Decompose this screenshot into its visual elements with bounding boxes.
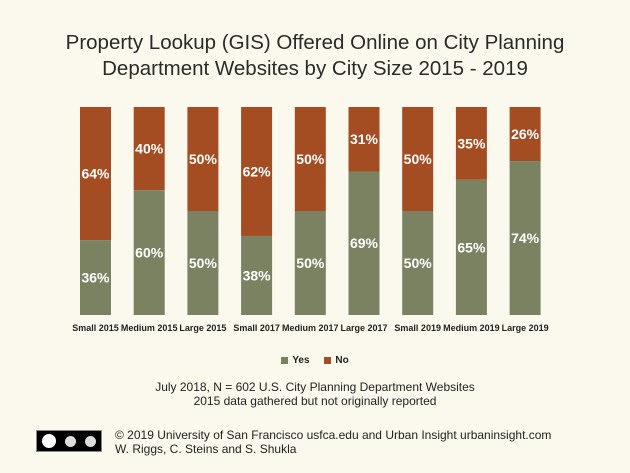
data-note-line1: July 2018, N = 602 U.S. City Planning De… [155,380,475,394]
bar-no-8 [509,107,541,162]
bar-no-4 [294,107,326,211]
legend-swatch-no [324,357,332,364]
data-label-no-6: 50% [404,151,433,167]
data-label-yes-4: 50% [296,255,325,271]
x-tick-label-5: Large 2017 [340,323,387,333]
bar-yes-5 [348,171,380,315]
bar-yes-2 [187,211,219,315]
legend: Yes No [0,355,630,367]
bar-no-0 [80,107,111,241]
x-tick-label-3: Small 2017 [233,323,280,333]
legend-item-yes: Yes [281,355,310,366]
bar-no-1 [133,107,165,191]
stacked-bar-chart: 36% 64% Small 2015 60% 40% Medium 2015 50% 50% L… [72,107,549,333]
data-note: July 2018, N = 602 U.S. City Planning De… [0,380,630,408]
legend-label-yes: Yes [292,355,310,366]
data-label-no-8: 26% [511,126,540,142]
data-label-no-3: 62% [243,163,272,179]
data-note-line2: 2015 data gathered but not originally re… [193,394,437,408]
bar-yes-8 [509,161,541,315]
data-label-yes-1: 60% [135,245,164,261]
x-tick-label-6: Small 2019 [394,323,441,333]
data-label-no-1: 40% [135,141,164,157]
legend-item-no: No [324,355,349,366]
legend-swatch-yes [281,357,289,364]
data-label-no-2: 50% [189,151,218,167]
bar-no-2 [187,107,219,211]
x-tick-label-2: Large 2015 [179,323,226,333]
data-label-yes-8: 74% [511,230,540,246]
data-label-yes-3: 38% [243,267,272,283]
data-label-yes-7: 65% [457,239,486,255]
footer-authors: W. Riggs, C. Steins and S. Shukla [115,442,297,456]
bar-yes-1 [133,190,165,315]
x-tick-label-4: Medium 2017 [282,323,339,333]
bar-yes-6 [402,211,434,315]
chart-title-line1: Property Lookup (GIS) Offered Online on … [65,31,565,54]
data-label-yes-0: 36% [81,270,110,286]
bar-yes-0 [80,240,111,315]
x-tick-label-0: Small 2015 [72,323,119,333]
chart-title: Property Lookup (GIS) Offered Online on … [0,30,630,82]
data-label-yes-2: 50% [189,255,218,271]
data-label-no-7: 35% [457,135,486,151]
bar-no-6 [402,107,434,211]
bar-yes-4 [294,211,326,315]
legend-label-no: No [335,355,349,366]
bar-no-5 [348,107,380,172]
data-label-no-0: 64% [81,166,110,182]
bar-yes-3 [241,235,273,315]
chart-title-line2: Department Websites by City Size 2015 - … [102,57,528,80]
x-tick-label-8: Large 2019 [502,323,549,333]
bar-no-3 [241,107,273,236]
bar-yes-7 [455,179,487,315]
bar-no-7 [455,107,487,180]
data-label-no-4: 50% [296,151,325,167]
data-label-no-5: 31% [350,131,379,147]
footer: © 2019 University of San Francisco usfca… [115,428,615,456]
footer-copyright: © 2019 University of San Francisco usfca… [115,428,552,442]
creative-commons-by-sa-icon [36,430,102,452]
data-label-yes-5: 69% [350,235,379,251]
x-tick-label-7: Medium 2019 [443,323,500,333]
data-label-yes-6: 50% [404,255,433,271]
x-tick-label-1: Medium 2015 [121,323,178,333]
